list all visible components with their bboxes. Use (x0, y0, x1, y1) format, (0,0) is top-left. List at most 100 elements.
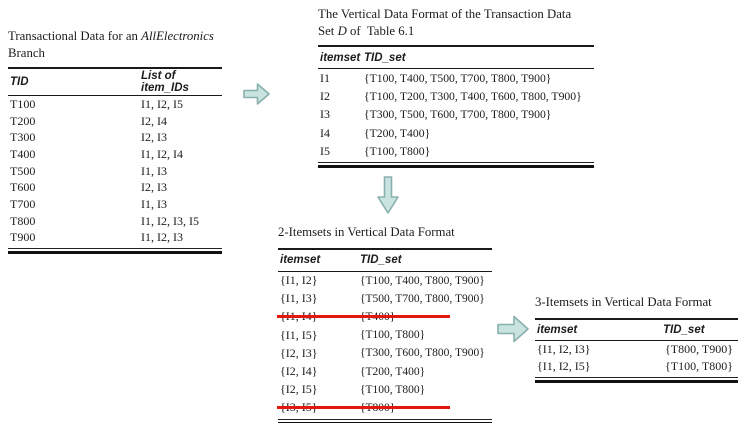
table-row: T800 I1, I2, I3, I5 (8, 213, 222, 230)
table-row: T200 I2, I4 (8, 113, 222, 130)
table-row: {I2, I5} {T100, T800} (278, 381, 492, 399)
cell-itemset: {I2, I5} (280, 382, 318, 397)
cell-tid-set: {T100, T800} (360, 329, 426, 342)
cell-tid-set: {T500, T700, T800, T900} (360, 292, 485, 305)
vertical-format-table: The Vertical Data Format of the Transact… (318, 6, 594, 169)
table-bottom-rule (8, 248, 222, 255)
table-row: {I1, I2, I5} {T100, T800} (535, 358, 738, 375)
table-row: T400 I1, I2, I4 (8, 146, 222, 163)
cell-tid: T500 (10, 163, 36, 178)
cell-itemset: {I1, I2, I5} (537, 358, 591, 373)
three-itemsets-table-title: 3-Itemsets in Vertical Data Format (535, 295, 712, 309)
transactional-table-body: T100 I1, I2, I5 T200 I2, I4 T300 I2, I3 (8, 96, 222, 246)
cell-item-ids: I1, I3 (141, 196, 167, 211)
cell-tid-set: {T100, T200, T300, T400, T600, T800, T90… (364, 89, 582, 103)
cell-item-ids: I2, I4 (141, 113, 167, 128)
column-header-itemset: itemset (280, 254, 321, 266)
cell-tid-set: {T800, T900} (665, 341, 733, 356)
three-itemsets-table: 3-Itemsets in Vertical Data Format items… (535, 294, 738, 383)
table-row: T600 I2, I3 (8, 179, 222, 196)
transactional-table-title-line2: Branch (8, 45, 45, 60)
three-itemsets-table-header: itemset TID_set (535, 320, 738, 341)
table-row: I3 {T300, T500, T600, T700, T800, T900} (318, 106, 594, 124)
cell-itemset: {I1, I2, I3} (537, 341, 591, 356)
cell-itemset: I3 (320, 107, 330, 122)
vertical-format-table-header: itemset TID_set (318, 47, 594, 69)
cell-tid-set: {T200, T400} (360, 365, 426, 378)
two-itemsets-table-title: 2-Itemsets in Vertical Data Format (278, 225, 455, 239)
cell-itemset: I4 (320, 125, 330, 140)
cell-tid-set: {T400} (360, 310, 396, 323)
cell-tid: T300 (10, 130, 36, 145)
two-itemsets-table: 2-Itemsets in Vertical Data Format items… (277, 224, 492, 423)
table-row: I5 {T100, T800} (318, 142, 594, 160)
cell-tid: T700 (10, 196, 36, 211)
vertical-format-table-title: The Vertical Data Format of the Transact… (318, 7, 572, 21)
right-arrow-icon (243, 82, 270, 111)
cell-item-ids: I1, I2, I5 (141, 96, 183, 111)
table-bottom-rule (535, 376, 738, 383)
cell-tid-set: {T100, T800} (360, 383, 426, 396)
table-row: T300 I2, I3 (8, 129, 222, 146)
table-bottom-rule (278, 419, 492, 423)
table-row: {I1, I2, I3} {T800, T900} (535, 341, 738, 358)
cell-item-ids: I1, I3 (141, 163, 167, 178)
column-header-tid: TID (10, 76, 29, 88)
cell-itemset: {I2, I4} (280, 364, 318, 379)
table-row: {I1, I3} {T500, T700, T800, T900} (278, 290, 492, 308)
cell-tid: T100 (10, 96, 36, 111)
cell-item-ids: I1, I2, I3, I5 (141, 213, 199, 228)
cell-item-ids: I1, I2, I4 (141, 146, 183, 161)
two-itemsets-table-body: {I1, I2} {T100, T400, T800, T900} {I1, I… (277, 272, 492, 418)
cell-tid-set: {T100, T400, T500, T700, T800, T900} (364, 71, 552, 85)
cell-itemset: {I1, I4} (280, 309, 318, 324)
table-row: {I1, I4} {T400} (277, 308, 492, 326)
vertical-format-table-title-line2: Set D of Table 6.1 (318, 23, 415, 38)
cell-itemset: I5 (320, 143, 330, 158)
cell-item-ids: I2, I3 (141, 180, 167, 195)
table-row: {I2, I3} {T300, T600, T800, T900} (278, 344, 492, 362)
down-arrow-icon (377, 176, 399, 219)
cell-tid-set: {T100, T400, T800, T900} (360, 274, 485, 287)
transactional-table-grid: TID List of item_IDs T100 I1, I2, I5 T20… (8, 67, 222, 255)
column-header-tid-set: TID_set (360, 254, 402, 266)
right-arrow-icon (497, 314, 529, 349)
table-row: I2 {T100, T200, T300, T400, T600, T800, … (318, 87, 594, 105)
three-itemsets-table-body: {I1, I2, I3} {T800, T900} {I1, I2, I5} {… (535, 341, 738, 375)
cell-tid-set: {T100, T800} (364, 144, 431, 158)
cell-tid-set: {T300, T600, T800, T900} (360, 347, 485, 360)
cell-itemset: {I1, I5} (280, 327, 318, 342)
transactional-table: Transactional Data for an AllElectronics… (8, 28, 222, 255)
cell-tid: T200 (10, 113, 36, 128)
cell-item-ids: I1, I2, I3 (141, 230, 183, 245)
column-header-itemset: itemset (537, 323, 578, 336)
cell-tid-set: {T800} (360, 401, 396, 414)
column-header-item-ids: List of item_IDs (141, 70, 189, 94)
cell-item-ids: I2, I3 (141, 130, 167, 145)
cell-itemset: I2 (320, 88, 330, 103)
two-itemsets-table-header: itemset TID_set (278, 250, 492, 272)
table-row: T900 I1, I2, I3 (8, 230, 222, 247)
transactional-table-title: Transactional Data for an AllElectronics (8, 29, 214, 43)
cell-tid-set: {T100, T800} (665, 358, 733, 373)
table-bottom-rule (318, 162, 594, 169)
table-row: I1 {T100, T400, T500, T700, T800, T900} (318, 69, 594, 87)
table-row: {I1, I5} {T100, T800} (278, 326, 492, 344)
column-header-tid-set: TID_set (663, 323, 705, 336)
cell-tid: T400 (10, 146, 36, 161)
column-header-tid-set: TID_set (364, 51, 406, 64)
cell-itemset: {I1, I2} (280, 273, 318, 288)
cell-tid-set: {T200, T400} (364, 126, 431, 140)
cell-itemset: I1 (320, 70, 330, 85)
cell-itemset: {I3, I5} (280, 400, 318, 415)
table-row: {I2, I4} {T200, T400} (278, 362, 492, 380)
table-row: I4 {T200, T400} (318, 124, 594, 142)
cell-tid: T800 (10, 213, 36, 228)
table-row: T700 I1, I3 (8, 196, 222, 213)
cell-itemset: {I1, I3} (280, 291, 318, 306)
cell-tid: T900 (10, 230, 36, 245)
cell-tid: T600 (10, 180, 36, 195)
cell-itemset: {I2, I3} (280, 345, 318, 360)
column-header-itemset: itemset (320, 51, 361, 64)
